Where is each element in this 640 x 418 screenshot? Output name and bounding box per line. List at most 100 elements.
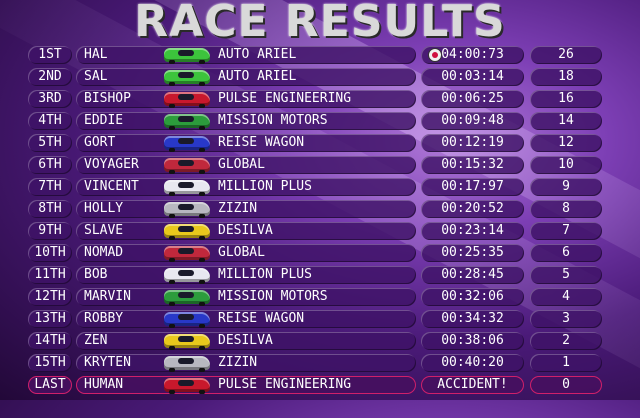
driver-pill bbox=[76, 112, 416, 130]
driver-name: ROBBY bbox=[84, 311, 124, 326]
driver-pill bbox=[76, 178, 416, 196]
driver-pill bbox=[76, 376, 416, 394]
team-name: MISSION MOTORS bbox=[218, 113, 328, 128]
driver-pill bbox=[76, 200, 416, 218]
position-label: 11TH bbox=[34, 267, 66, 282]
position-pill bbox=[28, 68, 72, 86]
car-icon bbox=[164, 114, 210, 130]
result-row: 10TH NOMAD GLOBAL 00:25:35 6 bbox=[0, 242, 640, 264]
result-row: 12TH MARVIN MISSION MOTORS 00:32:06 4 bbox=[0, 286, 640, 308]
car-icon bbox=[164, 136, 210, 152]
race-time: 00:03:14 bbox=[441, 69, 504, 84]
car-icon bbox=[164, 378, 210, 394]
team-name: REISE WAGON bbox=[218, 311, 305, 326]
position-pill bbox=[28, 288, 72, 306]
points-pill bbox=[530, 112, 602, 130]
time-pill bbox=[421, 354, 524, 372]
team-name: MILLION PLUS bbox=[218, 267, 312, 282]
position-label: 5TH bbox=[38, 135, 62, 150]
position-pill bbox=[28, 376, 72, 394]
points-pill bbox=[530, 376, 602, 394]
position-pill bbox=[28, 46, 72, 64]
position-pill bbox=[28, 222, 72, 240]
race-time: 00:15:32 bbox=[441, 157, 504, 172]
position-label: 7TH bbox=[38, 179, 62, 194]
time-pill bbox=[421, 112, 524, 130]
points-pill bbox=[530, 68, 602, 86]
driver-name: EDDIE bbox=[84, 113, 124, 128]
driver-name: VINCENT bbox=[84, 179, 139, 194]
car-icon bbox=[164, 158, 210, 174]
driver-pill bbox=[76, 68, 416, 86]
time-pill bbox=[421, 244, 524, 262]
car-icon bbox=[164, 312, 210, 328]
time-pill bbox=[421, 68, 524, 86]
stopwatch-icon bbox=[428, 48, 442, 62]
race-time: 00:17:97 bbox=[441, 179, 504, 194]
points-value: 1 bbox=[562, 355, 570, 370]
driver-name: SAL bbox=[84, 69, 108, 84]
time-pill bbox=[421, 266, 524, 284]
team-name: DESILVA bbox=[218, 223, 273, 238]
result-row: 5TH GORT REISE WAGON 00:12:19 12 bbox=[0, 132, 640, 154]
points-value: 4 bbox=[562, 289, 570, 304]
driver-pill bbox=[76, 222, 416, 240]
driver-name: HUMAN bbox=[84, 377, 124, 392]
points-value: 5 bbox=[562, 267, 570, 282]
driver-pill bbox=[76, 332, 416, 350]
position-label: 4TH bbox=[38, 113, 62, 128]
driver-name: HAL bbox=[84, 47, 108, 62]
race-time: 00:34:32 bbox=[441, 311, 504, 326]
car-icon bbox=[164, 290, 210, 306]
driver-pill bbox=[76, 134, 416, 152]
position-label: 13TH bbox=[34, 311, 66, 326]
points-pill bbox=[530, 244, 602, 262]
points-value: 18 bbox=[558, 69, 574, 84]
driver-name: GORT bbox=[84, 135, 116, 150]
points-value: 9 bbox=[562, 179, 570, 194]
driver-name: ZEN bbox=[84, 333, 108, 348]
points-value: 12 bbox=[558, 135, 574, 150]
points-value: 16 bbox=[558, 91, 574, 106]
points-pill bbox=[530, 200, 602, 218]
position-label: 3RD bbox=[38, 91, 62, 106]
position-label: LAST bbox=[34, 377, 66, 392]
position-pill bbox=[28, 178, 72, 196]
points-pill bbox=[530, 90, 602, 108]
points-pill bbox=[530, 332, 602, 350]
time-pill bbox=[421, 46, 524, 64]
team-name: ZIZIN bbox=[218, 201, 258, 216]
driver-name: VOYAGER bbox=[84, 157, 139, 172]
points-value: 10 bbox=[558, 157, 574, 172]
position-pill bbox=[28, 200, 72, 218]
car-icon bbox=[164, 202, 210, 218]
time-pill bbox=[421, 134, 524, 152]
driver-pill bbox=[76, 156, 416, 174]
position-pill bbox=[28, 112, 72, 130]
driver-pill bbox=[76, 310, 416, 328]
position-pill bbox=[28, 332, 72, 350]
team-name: GLOBAL bbox=[218, 157, 265, 172]
driver-pill bbox=[76, 354, 416, 372]
time-pill bbox=[421, 222, 524, 240]
time-pill bbox=[421, 156, 524, 174]
points-value: 0 bbox=[562, 377, 570, 392]
race-time: 00:38:06 bbox=[441, 333, 504, 348]
race-time: 00:23:14 bbox=[441, 223, 504, 238]
driver-name: NOMAD bbox=[84, 245, 124, 260]
car-icon bbox=[164, 70, 210, 86]
page-title: RACE RESULTS bbox=[134, 0, 506, 47]
results-table: 1ST HAL AUTO ARIEL 04:00:73 26 2ND SAL AUTO ARI… bbox=[0, 44, 640, 396]
race-time: 00:09:48 bbox=[441, 113, 504, 128]
driver-name: MARVIN bbox=[84, 289, 131, 304]
position-label: 1ST bbox=[38, 47, 62, 62]
time-pill bbox=[421, 332, 524, 350]
race-time: 04:00:73 bbox=[441, 47, 504, 62]
race-time: 00:32:06 bbox=[441, 289, 504, 304]
driver-name: BISHOP bbox=[84, 91, 131, 106]
team-name: MISSION MOTORS bbox=[218, 289, 328, 304]
position-pill bbox=[28, 244, 72, 262]
position-pill bbox=[28, 354, 72, 372]
time-pill bbox=[421, 288, 524, 306]
car-icon bbox=[164, 356, 210, 372]
